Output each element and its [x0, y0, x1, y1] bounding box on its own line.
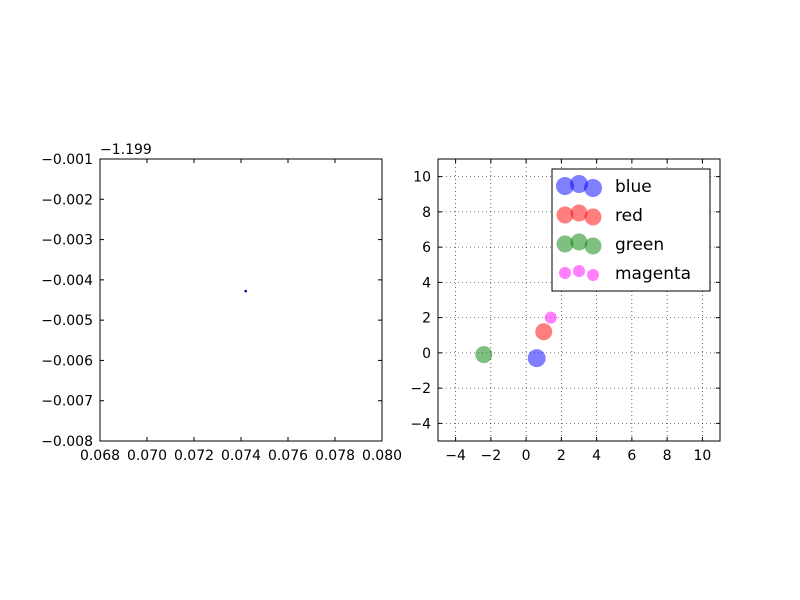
right-plot-marks	[475, 311, 557, 368]
left-plot-ticks: 0.068 0.070 0.072 0.074 0.076 0.078 0.080 −0.00…	[41, 152, 402, 464]
legend-marker-magenta	[559, 267, 571, 279]
y-tick-label: 10	[413, 170, 431, 186]
right-plot: −4 −2 0 2 4 6 8 10 −4 −2 0 2 4 6 8 10 blue red green magen…	[410, 158, 721, 464]
x-tick-label: −2	[481, 448, 502, 464]
x-tick-label: 8	[663, 448, 672, 464]
x-tick-label: 2	[557, 448, 566, 464]
y-tick-label: −0.005	[41, 313, 93, 329]
y-tick-label: −0.007	[41, 394, 93, 410]
x-tick-label: 6	[627, 448, 636, 464]
x-tick-label: 0.070	[127, 448, 167, 464]
legend-label-red: red	[615, 206, 643, 226]
y-tick-label: −0.008	[41, 434, 93, 450]
left-plot-y-offset-label: −1.199	[100, 142, 152, 158]
legend-marker-red	[556, 206, 574, 224]
y-tick-label: 8	[422, 205, 431, 221]
y-tick-label: −0.002	[41, 192, 93, 208]
right-plot-frame	[437, 158, 721, 442]
legend-marker-green	[584, 237, 602, 255]
y-tick-label: −0.001	[41, 152, 93, 168]
x-tick-label: 0	[522, 448, 531, 464]
left-plot-marks	[244, 289, 247, 293]
legend-label-blue: blue	[615, 177, 652, 197]
legend-marker-blue	[570, 175, 588, 193]
left-plot-frame	[99, 158, 383, 442]
left-plot: 0.068 0.070 0.072 0.074 0.076 0.078 0.080 −0.00…	[41, 142, 402, 464]
x-tick-label: 10	[693, 448, 711, 464]
legend-marker-magenta	[573, 265, 585, 277]
legend-label-green: green	[615, 235, 664, 255]
x-tick-label: 0.074	[221, 448, 261, 464]
y-tick-label: −0.003	[41, 233, 93, 249]
y-tick-label: −4	[410, 416, 431, 432]
legend-marker-red	[570, 204, 588, 222]
red-point	[535, 323, 553, 341]
x-tick-label: 0.076	[268, 448, 308, 464]
right-plot-ticks: −4 −2 0 2 4 6 8 10 −4 −2 0 2 4 6 8 10	[410, 159, 720, 464]
y-tick-label: −2	[410, 381, 431, 397]
y-tick-label: 6	[422, 240, 431, 256]
legend-marker-green	[570, 233, 588, 251]
x-tick-label: 0.068	[80, 448, 120, 464]
y-tick-label: 4	[422, 275, 431, 291]
x-tick-label: 0.078	[315, 448, 355, 464]
legend-marker-red	[584, 208, 602, 226]
data-point	[244, 289, 247, 293]
magenta-point	[544, 311, 557, 324]
y-tick-label: −0.006	[41, 353, 93, 369]
legend-marker-blue	[584, 179, 602, 197]
x-tick-label: −4	[445, 448, 466, 464]
y-tick-label: 2	[422, 311, 431, 327]
legend-marker-magenta	[587, 269, 599, 281]
x-tick-label: 0.072	[174, 448, 214, 464]
legend-marker-green	[556, 235, 574, 253]
y-tick-label: 0	[422, 346, 431, 362]
legend: blue red green magenta	[551, 168, 711, 292]
legend-marker-blue	[556, 177, 574, 195]
y-tick-label: −0.004	[41, 273, 93, 289]
blue-point	[527, 349, 546, 368]
x-tick-label: 0.080	[362, 448, 402, 464]
legend-label-magenta: magenta	[615, 264, 691, 284]
green-point	[475, 346, 493, 364]
x-tick-label: 4	[592, 448, 601, 464]
